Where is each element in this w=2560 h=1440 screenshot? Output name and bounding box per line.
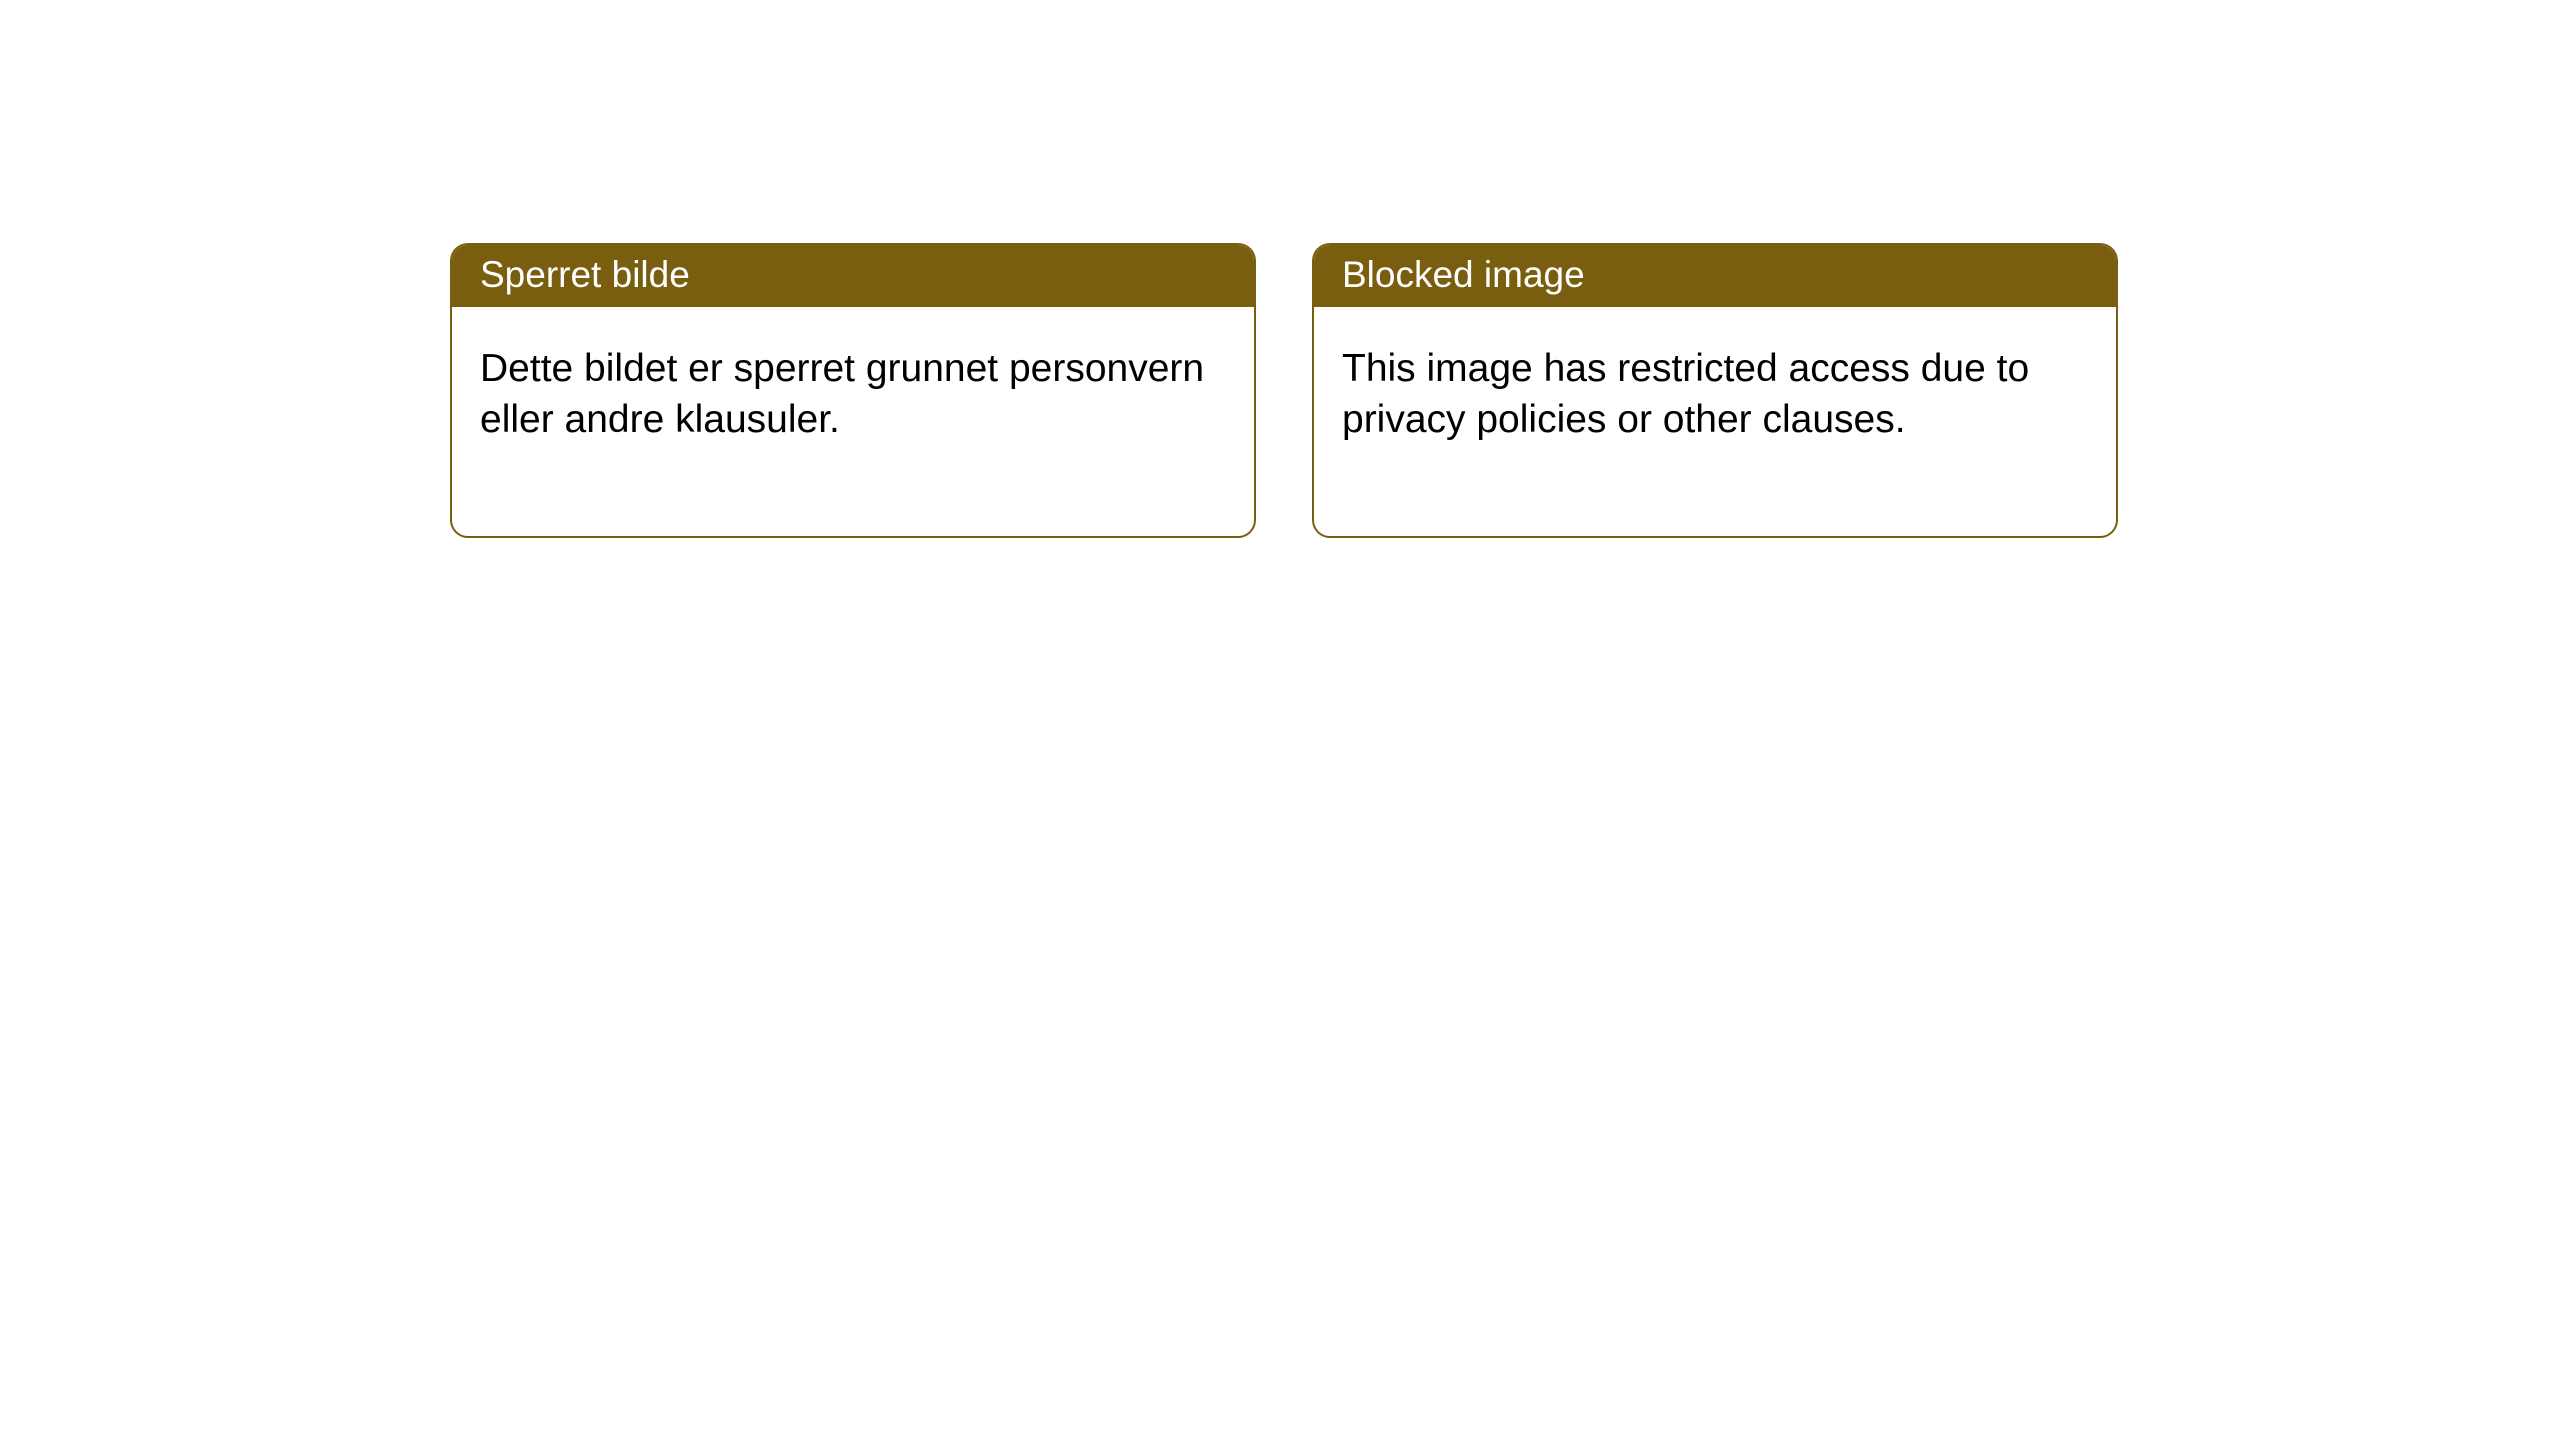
notice-card-norwegian: Sperret bilde Dette bildet er sperret gr… — [450, 243, 1256, 538]
notice-card-english: Blocked image This image has restricted … — [1312, 243, 2118, 538]
notice-header-norwegian: Sperret bilde — [452, 245, 1254, 307]
notice-container: Sperret bilde Dette bildet er sperret gr… — [0, 0, 2560, 538]
notice-header-english: Blocked image — [1314, 245, 2116, 307]
notice-body-english: This image has restricted access due to … — [1314, 307, 2116, 536]
notice-body-norwegian: Dette bildet er sperret grunnet personve… — [452, 307, 1254, 536]
